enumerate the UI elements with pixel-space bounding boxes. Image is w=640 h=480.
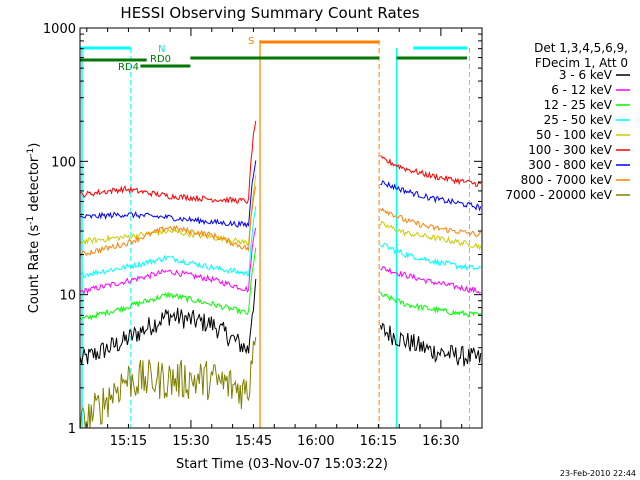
series-trace-post-0: [379, 322, 482, 367]
y-axis-label: Count Rate (s-1 detector-1): [26, 143, 42, 314]
series-trace-post-2: [379, 291, 482, 318]
legend-label-1: 6 - 12 keV: [551, 83, 613, 97]
legend-label-3: 25 - 50 keV: [544, 113, 613, 127]
series-trace-pre-5: [80, 120, 257, 205]
series-trace-pre-1: [80, 227, 257, 295]
legend-header-line-1: Det 1,3,4,5,6,9,: [534, 41, 628, 55]
series-trace-post-5: [380, 155, 482, 188]
legend-label-7: 800 - 7000 keV: [521, 173, 613, 187]
y-tick-label: 10: [59, 289, 76, 304]
legend-label-0: 3 - 6 keV: [559, 68, 613, 82]
series-trace-pre-7: [79, 186, 257, 257]
x-axis-label: Start Time (03-Nov-07 15:03:22): [176, 457, 388, 472]
legend-label-4: 50 - 100 keV: [536, 128, 613, 142]
flag-label-rd4: RD4: [118, 62, 139, 73]
series-trace-post-4: [379, 220, 482, 251]
legend-header-line-2: FDecim 1, Att 0: [535, 56, 628, 70]
x-tick-label: 15:15: [110, 434, 147, 449]
series-trace-pre-3: [80, 206, 257, 278]
x-tick-label: 16:15: [360, 434, 397, 449]
y-tick-label: 1: [68, 422, 76, 437]
series-trace-post-6: [380, 180, 482, 212]
series-trace-post-7: [380, 207, 481, 238]
legend-label-2: 12 - 25 keV: [544, 98, 613, 112]
x-tick-label: 16:00: [297, 434, 334, 449]
axes: 1 10 100 1000 15:15 15:30 15:45 16:00 16:15 16:30: [43, 22, 483, 449]
flag-label-n: N: [158, 44, 165, 55]
legend-label-5: 100 - 300 keV: [528, 143, 612, 157]
y-tick-label: 1000: [43, 22, 76, 37]
x-tick-label: 15:45: [235, 434, 272, 449]
flag-label-rd0: RD0: [150, 54, 171, 65]
x-tick-label: 16:30: [422, 434, 459, 449]
plot-frame: [79, 27, 483, 429]
series-trace-pre-6: [80, 160, 257, 229]
legend-label-8: 7000 - 20000 keV: [505, 188, 612, 202]
series-trace-post-1: [380, 266, 482, 294]
legend-label-6: 300 - 800 keV: [528, 158, 612, 172]
footer-timestamp: 23-Feb-2010 22:44: [560, 469, 636, 478]
series-trace-pre-2: [80, 247, 257, 321]
series-trace-pre-8: [79, 336, 257, 429]
flag-label-s: S: [248, 36, 254, 47]
y-tick-label: 100: [51, 155, 76, 170]
plot-area: [79, 40, 482, 429]
chart-title: HESSI Observing Summary Count Rates: [120, 4, 419, 22]
series-trace-post-3: [380, 242, 482, 271]
x-tick-label: 15:30: [172, 434, 209, 449]
series-trace-pre-0: [79, 278, 257, 365]
